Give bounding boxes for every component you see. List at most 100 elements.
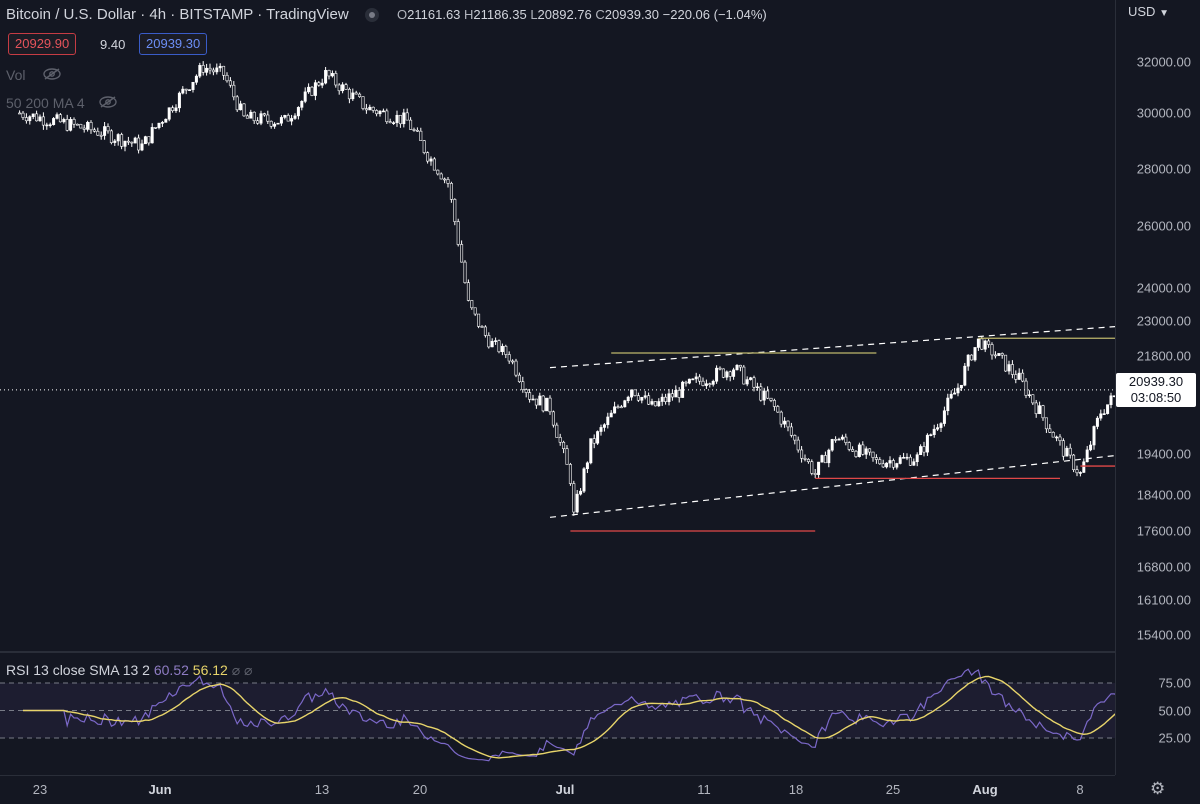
candle-body	[711, 380, 715, 385]
legend-dot: ·	[257, 6, 267, 23]
candle-body	[24, 117, 28, 122]
candle-body	[48, 124, 52, 126]
price-pane[interactable]	[0, 0, 1200, 652]
change-value: −220.06 (−1.04%)	[662, 7, 767, 22]
time-axis[interactable]: 23 Jun 13 20 Jul 11 18 25 Aug 8	[0, 775, 1115, 804]
candle-body	[150, 127, 154, 144]
time-axis-label: 20	[412, 782, 428, 797]
candle-body	[698, 376, 702, 382]
candle-body	[320, 82, 324, 86]
candle-body	[344, 84, 348, 90]
candle-body	[126, 140, 130, 143]
rsi-pane[interactable]	[0, 653, 1122, 775]
candle-body	[208, 67, 212, 71]
candle-body	[728, 371, 732, 377]
candle-body	[249, 111, 253, 119]
candle-body	[86, 122, 90, 130]
candle-body	[456, 221, 460, 245]
candle-body	[915, 454, 919, 463]
candle-body	[534, 398, 538, 406]
candle-body	[633, 389, 637, 396]
candle-body	[378, 110, 382, 115]
candle-body	[643, 395, 647, 398]
candle-body	[1061, 440, 1065, 457]
candle-body	[609, 412, 613, 418]
candle-body	[687, 378, 691, 384]
candle-body	[667, 393, 671, 403]
candle-body	[874, 457, 878, 460]
candle-body	[1058, 436, 1062, 442]
candle-body	[640, 397, 644, 401]
candle-body	[864, 448, 868, 455]
candle-body	[52, 118, 56, 125]
candle-body	[409, 119, 413, 130]
rsi-legend[interactable]: RSI 13 close SMA 13 2 60.52 56.12 ⌀ ⌀	[6, 662, 252, 679]
candle-body	[636, 395, 640, 401]
open-value: 21161.63	[407, 7, 461, 22]
candle-body	[766, 390, 770, 399]
candle-body	[891, 460, 895, 468]
candle-body	[82, 127, 86, 130]
candle-body	[1010, 364, 1014, 375]
price-axis[interactable]: 32000.00 30000.00 28000.00 26000.00 24000.00…	[1115, 0, 1200, 775]
exchange-label: BITSTAMP	[179, 6, 254, 23]
candle-body	[174, 107, 178, 112]
candle-body	[851, 449, 855, 452]
candle-body	[443, 178, 447, 181]
eye-hidden-icon[interactable]	[43, 67, 62, 83]
candle-body	[517, 374, 521, 383]
candle-body	[177, 92, 181, 109]
candle-body	[69, 119, 73, 131]
candle-body	[579, 490, 583, 495]
candle-body	[385, 110, 389, 122]
candle-body	[62, 119, 66, 123]
currency-selector[interactable]: USD ▼	[1128, 4, 1169, 19]
candle-body	[997, 353, 1001, 356]
candle-body	[749, 377, 753, 380]
eye-hidden-icon[interactable]	[98, 95, 117, 111]
rsi-chart-canvas[interactable]	[0, 653, 1122, 775]
candle-body	[164, 118, 168, 123]
candle-body	[844, 436, 848, 443]
time-axis-label: 8	[1076, 782, 1084, 797]
candle-body	[21, 112, 25, 118]
candle-body	[650, 401, 654, 405]
candle-body	[619, 406, 623, 409]
candle-body	[585, 462, 589, 470]
candle-body	[602, 424, 606, 428]
candle-body	[558, 437, 562, 443]
time-axis-label: 13	[314, 782, 330, 797]
candle-body	[1038, 405, 1042, 415]
candle-body	[286, 115, 290, 122]
sell-price-button[interactable]: 20929.90	[8, 33, 77, 55]
market-status-icon[interactable]	[364, 8, 379, 23]
candle-body	[1075, 469, 1079, 474]
pane-separator[interactable]	[0, 651, 1115, 653]
gear-icon[interactable]: ⚙	[1150, 779, 1166, 798]
candle-body	[718, 367, 722, 370]
ma-indicator-legend[interactable]: 50 200 MA 4	[6, 95, 117, 111]
candle-body	[341, 84, 345, 92]
candle-body	[1095, 417, 1099, 427]
volume-indicator-legend[interactable]: Vol	[6, 67, 62, 83]
candle-body	[347, 89, 351, 100]
price-chart-canvas[interactable]	[0, 0, 1200, 652]
candle-body	[412, 129, 416, 131]
candle-body	[953, 392, 957, 395]
candle-body	[140, 143, 144, 151]
symbol-name[interactable]: Bitcoin / U.S. Dollar	[6, 6, 137, 23]
buy-price-button[interactable]: 20939.30	[139, 33, 208, 55]
interval-label[interactable]: 4h	[149, 6, 167, 23]
candle-body	[548, 397, 552, 413]
candle-body	[963, 365, 967, 386]
time-axis-label: 23	[32, 782, 48, 797]
candle-body	[582, 468, 586, 492]
candle-body	[1068, 447, 1072, 456]
candle-body	[449, 183, 453, 200]
ma-label: 50 200 MA 4	[6, 95, 85, 111]
candle-body	[592, 438, 596, 444]
candle-body	[296, 107, 300, 117]
trendline-channel-upper	[549, 319, 1200, 369]
candle-body	[307, 86, 311, 93]
